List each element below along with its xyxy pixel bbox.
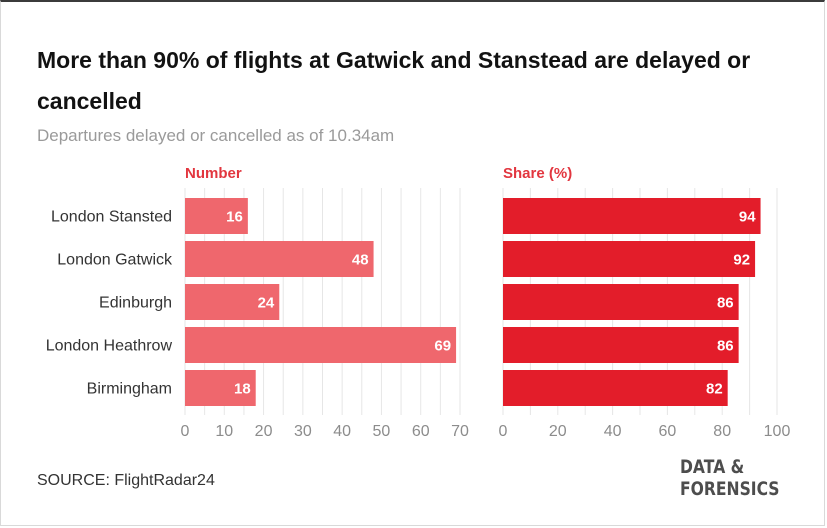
category-label: London Heathrow: [46, 338, 173, 355]
share-tick-label: 80: [713, 423, 731, 440]
share-tick-label: 20: [549, 423, 567, 440]
data-forensics-logo: DATA & FORENSICS: [680, 456, 780, 500]
number-value-label: 18: [234, 381, 251, 398]
logo-line-2: FORENSICS: [680, 478, 780, 500]
number-panel-label: Number: [185, 165, 242, 182]
category-label: Edinburgh: [99, 295, 172, 312]
share-tick-label: 0: [499, 423, 508, 440]
share-bar: [503, 241, 756, 277]
number-bar: [185, 241, 374, 277]
share-value-label: 94: [739, 209, 756, 226]
number-tick-label: 40: [333, 423, 351, 440]
share-bar: [503, 370, 728, 406]
share-panel-label: Share (%): [503, 165, 572, 182]
share-value-label: 86: [717, 295, 734, 312]
share-tick-label: 40: [604, 423, 622, 440]
share-bar: [503, 327, 739, 363]
share-value-label: 82: [706, 381, 723, 398]
share-bar: [503, 284, 739, 320]
number-value-label: 69: [434, 338, 451, 355]
share-bar: [503, 198, 761, 234]
category-label: London Gatwick: [57, 252, 173, 269]
number-tick-label: 30: [294, 423, 312, 440]
number-value-label: 48: [352, 252, 369, 269]
number-bar: [185, 327, 457, 363]
chart-subtitle: Departures delayed or cancelled as of 10…: [37, 126, 395, 145]
number-tick-label: 70: [451, 423, 469, 440]
number-bar: [185, 198, 248, 234]
share-value-label: 86: [717, 338, 734, 355]
chart-title: More than 90% of flights at Gatwick and …: [37, 47, 751, 114]
share-tick-label: 60: [659, 423, 677, 440]
number-tick-label: 0: [181, 423, 190, 440]
logo-line-1: DATA &: [680, 456, 745, 478]
category-label: Birmingham: [87, 381, 172, 398]
source-note: SOURCE: FlightRadar24: [37, 472, 215, 489]
number-tick-label: 10: [215, 423, 233, 440]
share-tick-label: 100: [764, 423, 791, 440]
number-tick-label: 60: [412, 423, 430, 440]
category-label: London Stansted: [51, 209, 172, 226]
number-tick-label: 20: [255, 423, 273, 440]
number-bar: [185, 370, 256, 406]
number-tick-label: 50: [373, 423, 391, 440]
share-value-label: 92: [733, 252, 750, 269]
number-bar: [185, 284, 280, 320]
number-value-label: 24: [258, 295, 275, 312]
number-value-label: 16: [226, 209, 243, 226]
